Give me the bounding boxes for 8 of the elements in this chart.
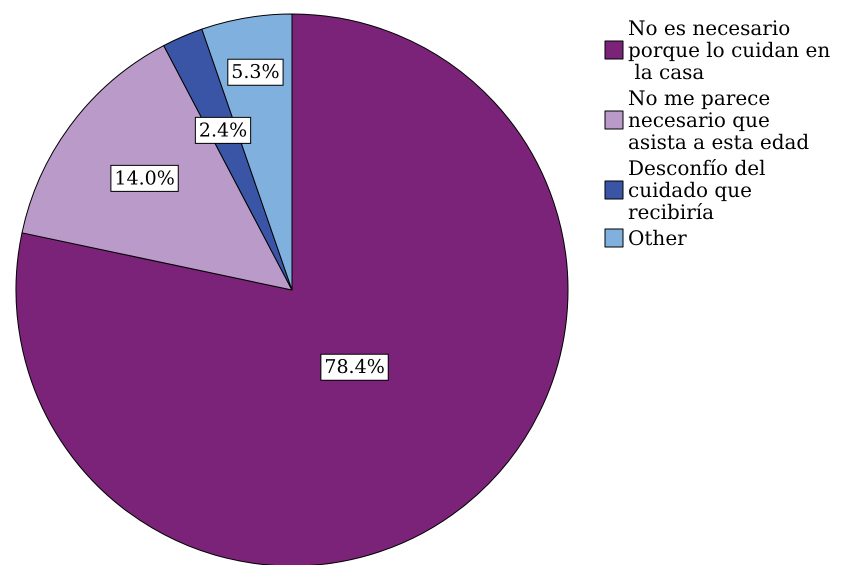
data-label: 78.4%	[324, 356, 385, 378]
data-label: 14.0%	[114, 167, 175, 190]
data-label: 2.4%	[198, 119, 248, 142]
legend-label: Other	[628, 226, 688, 250]
legend-label: Desconfío del cuidado que recibiría	[628, 156, 772, 224]
legend-label: No es necesario porque lo cuidan en la casa	[628, 16, 830, 84]
data-label: 5.3%	[231, 61, 280, 84]
legend-label: No me parece necesario que asista a esta edad	[628, 86, 810, 154]
